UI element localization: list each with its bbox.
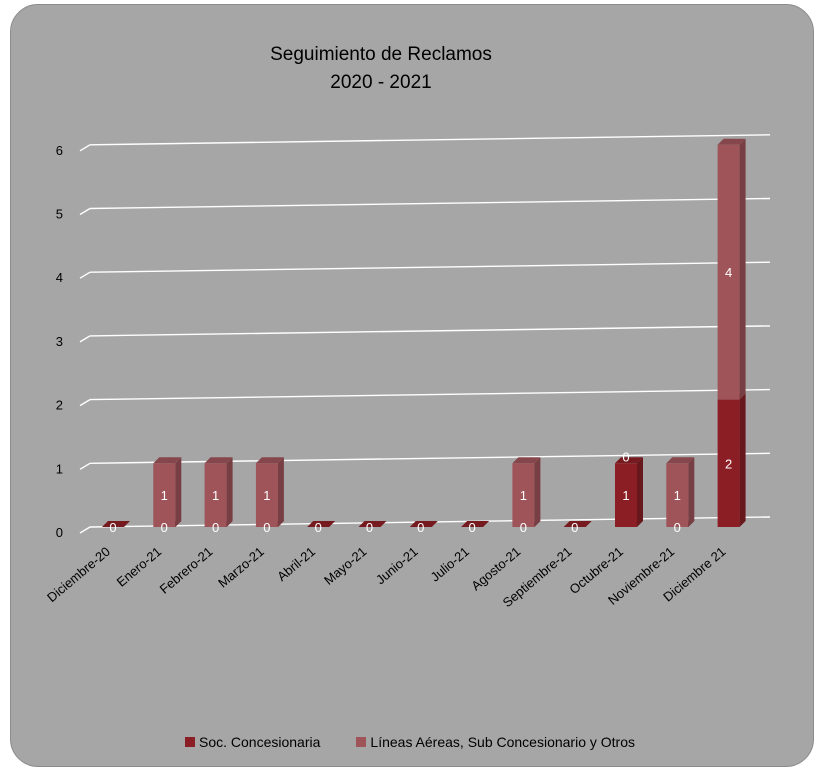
x-tick-label: Enero-21 <box>114 544 165 590</box>
gridline-edge <box>79 207 91 216</box>
data-label-soc-concesionaria: 0 <box>366 520 373 535</box>
x-tick-label: Diciembre-20 <box>44 544 113 605</box>
bar-l-neas-a-reas-sub-concesionario-y-otros-marzo-21 <box>255 457 284 527</box>
bar-soc-concesionaria-abril-21 <box>307 521 336 527</box>
data-label-soc-concesionaria: 0 <box>212 520 219 535</box>
data-label-soc-concesionaria: 0 <box>674 520 681 535</box>
gridline-edge <box>79 398 91 407</box>
gridline-edge <box>79 335 91 343</box>
gridline-edge <box>79 462 91 470</box>
gridline-edge <box>79 271 91 279</box>
data-label-soc-concesionaria: 0 <box>520 520 527 535</box>
bar-l-neas-a-reas-sub-concesionario-y-otros-noviembre-21 <box>666 457 695 527</box>
bar-soc-concesionaria-septiembre-21 <box>563 521 592 527</box>
legend: Soc. Concesionaria Líneas Aéreas, Sub Co… <box>0 730 820 754</box>
data-label-soc-concesionaria: 1 <box>622 488 629 503</box>
x-tick-label: Mayo-21 <box>321 544 369 588</box>
legend-item-soc-concesionaria: Soc. Concesionaria <box>185 734 320 750</box>
data-label-soc-concesionaria: 0 <box>468 520 475 535</box>
gridline-edge <box>79 526 91 534</box>
data-label-l-neas-a-reas-sub-concesionario-y-otros: 0 <box>622 449 629 464</box>
chart-area <box>10 4 814 767</box>
data-label-l-neas-a-reas-sub-concesionario-y-otros: 1 <box>212 488 219 503</box>
legend-swatch-lineas-aereas <box>356 737 367 747</box>
y-tick-label: 0 <box>56 525 63 540</box>
bar-soc-concesionaria-junio-21 <box>409 521 438 527</box>
legend-swatch-soc-concesionaria <box>185 737 195 747</box>
gridline <box>89 325 771 337</box>
bar-soc-concesionaria-mayo-21 <box>358 521 387 527</box>
bar-l-neas-a-reas-sub-concesionario-y-otros-enero-21 <box>153 457 182 527</box>
bar-soc-concesionaria-diciembre-21 <box>717 393 746 527</box>
gridline-edge <box>79 144 91 152</box>
chart-title-line-1: Seguimiento de Reclamos <box>270 44 492 65</box>
data-label-l-neas-a-reas-sub-concesionario-y-otros: 1 <box>520 488 527 503</box>
chart-title-line-2: 2020 - 2021 <box>330 72 431 93</box>
data-label-soc-concesionaria: 0 <box>417 520 424 535</box>
x-tick-label: Febrero-21 <box>157 544 216 597</box>
data-label-l-neas-a-reas-sub-concesionario-y-otros: 1 <box>161 488 168 503</box>
bar-soc-concesionaria-octubre-21 <box>615 457 643 527</box>
bar-l-neas-a-reas-sub-concesionario-y-otros-febrero-21 <box>204 457 233 527</box>
y-tick-label: 6 <box>56 143 63 158</box>
data-label-soc-concesionaria: 0 <box>161 520 168 535</box>
gridline <box>89 261 771 273</box>
data-label-l-neas-a-reas-sub-concesionario-y-otros: 1 <box>263 488 270 503</box>
gridline <box>89 134 771 146</box>
data-label-l-neas-a-reas-sub-concesionario-y-otros: 4 <box>725 265 732 280</box>
data-label-soc-concesionaria: 0 <box>263 520 270 535</box>
gridline <box>89 452 771 464</box>
bar-l-neas-a-reas-sub-concesionario-y-otros-diciembre-21 <box>717 138 746 400</box>
data-label-soc-concesionaria: 0 <box>109 520 116 535</box>
y-tick-label: 4 <box>56 270 63 285</box>
bar-soc-concesionaria-diciembre-20 <box>102 521 130 527</box>
x-tick-label: Julio-21 <box>428 544 473 585</box>
x-tick-label: Abril-21 <box>274 544 318 584</box>
legend-label-lineas-aereas: Líneas Aéreas, Sub Concesionario y Otros <box>370 734 635 750</box>
legend-item-lineas-aereas: Líneas Aéreas, Sub Concesionario y Otros <box>356 734 635 750</box>
gridline <box>89 388 771 401</box>
x-tick-label: Junio-21 <box>373 544 421 588</box>
data-label-l-neas-a-reas-sub-concesionario-y-otros: 1 <box>674 488 681 503</box>
data-label-soc-concesionaria: 0 <box>571 520 578 535</box>
y-tick-label: 3 <box>56 334 63 349</box>
y-tick-label: 2 <box>56 398 63 413</box>
legend-label-soc-concesionaria: Soc. Concesionaria <box>199 734 321 750</box>
bar-l-neas-a-reas-sub-concesionario-y-otros-agosto-21 <box>512 457 541 527</box>
x-tick-label: Marzo-21 <box>215 544 267 591</box>
y-tick-label: 5 <box>56 207 63 222</box>
data-label-soc-concesionaria: 2 <box>725 456 732 471</box>
gridline <box>89 197 771 210</box>
bar-soc-concesionaria-julio-21 <box>461 521 490 527</box>
y-tick-label: 1 <box>56 461 63 476</box>
data-label-soc-concesionaria: 0 <box>315 520 322 535</box>
